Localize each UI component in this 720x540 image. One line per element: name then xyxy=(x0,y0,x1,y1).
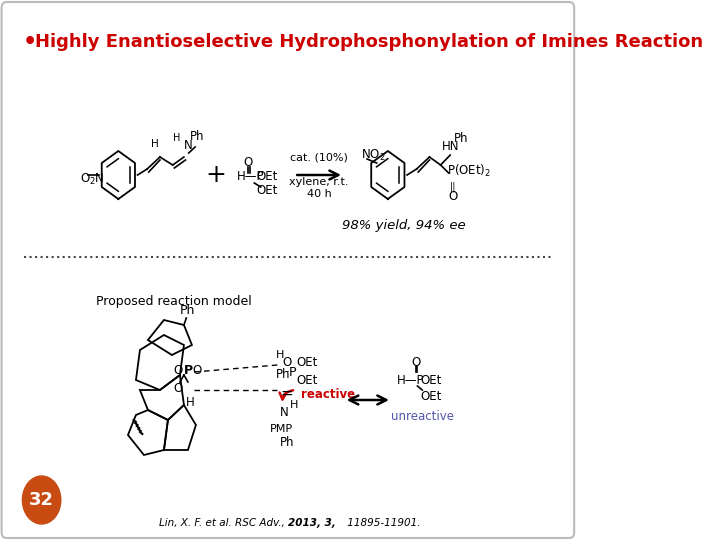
Text: H—P: H—P xyxy=(397,374,424,387)
Text: Ph: Ph xyxy=(454,132,468,145)
Text: •: • xyxy=(22,32,37,52)
Text: +: + xyxy=(205,163,226,187)
Text: Ph: Ph xyxy=(276,368,290,381)
Circle shape xyxy=(22,476,60,524)
Text: O: O xyxy=(282,356,292,369)
Text: O: O xyxy=(174,381,183,395)
Text: ·P: ·P xyxy=(286,367,297,380)
Text: O: O xyxy=(411,355,420,368)
FancyArrowPatch shape xyxy=(279,390,293,400)
Text: Proposed reaction model: Proposed reaction model xyxy=(96,295,252,308)
Text: H: H xyxy=(186,395,195,408)
Text: 2013, 3,: 2013, 3, xyxy=(288,518,336,528)
Text: NO$_2$: NO$_2$ xyxy=(361,147,385,163)
Text: OEt: OEt xyxy=(420,389,442,402)
Text: 32: 32 xyxy=(29,491,54,509)
Text: PMP: PMP xyxy=(269,424,292,434)
Text: unreactive: unreactive xyxy=(391,409,454,422)
Text: Ph: Ph xyxy=(190,130,204,143)
Text: H: H xyxy=(174,133,181,143)
Text: reactive: reactive xyxy=(302,388,356,402)
Text: H: H xyxy=(276,350,284,360)
Text: 11895-11901.: 11895-11901. xyxy=(344,518,420,528)
Text: O: O xyxy=(243,157,253,170)
Text: 98% yield, 94% ee: 98% yield, 94% ee xyxy=(342,219,466,232)
Text: OEt: OEt xyxy=(297,356,318,369)
Text: OEt: OEt xyxy=(297,375,318,388)
Text: HN: HN xyxy=(442,140,460,153)
Text: Highly Enantioselective Hydrophosphonylation of Imines Reaction: Highly Enantioselective Hydrophosphonyla… xyxy=(35,33,703,51)
Text: OEt: OEt xyxy=(420,374,442,387)
Text: O$_2$N: O$_2$N xyxy=(80,172,104,186)
Text: Ph: Ph xyxy=(280,436,294,449)
Text: H: H xyxy=(151,139,159,149)
Text: 40 h: 40 h xyxy=(307,189,331,199)
Text: cat. (10%): cat. (10%) xyxy=(290,153,348,163)
Text: H: H xyxy=(290,400,299,410)
Text: P(OEt)$_2$: P(OEt)$_2$ xyxy=(447,163,491,179)
Text: =: = xyxy=(280,386,292,401)
Text: OEt: OEt xyxy=(256,185,277,198)
Text: Lin, X. F. et al. RSC Adv.,: Lin, X. F. et al. RSC Adv., xyxy=(159,518,288,528)
Text: Ph: Ph xyxy=(180,303,196,316)
Text: H—P: H—P xyxy=(237,171,264,184)
Text: O: O xyxy=(174,363,183,376)
Text: N: N xyxy=(184,139,193,152)
Text: ||: || xyxy=(450,182,456,192)
Text: O: O xyxy=(449,191,458,204)
Text: N: N xyxy=(280,407,289,420)
Text: xylene, r.t.: xylene, r.t. xyxy=(289,177,348,187)
FancyBboxPatch shape xyxy=(1,2,574,538)
Text: OEt: OEt xyxy=(256,171,277,184)
Text: P: P xyxy=(184,363,193,376)
Text: O: O xyxy=(193,363,202,376)
